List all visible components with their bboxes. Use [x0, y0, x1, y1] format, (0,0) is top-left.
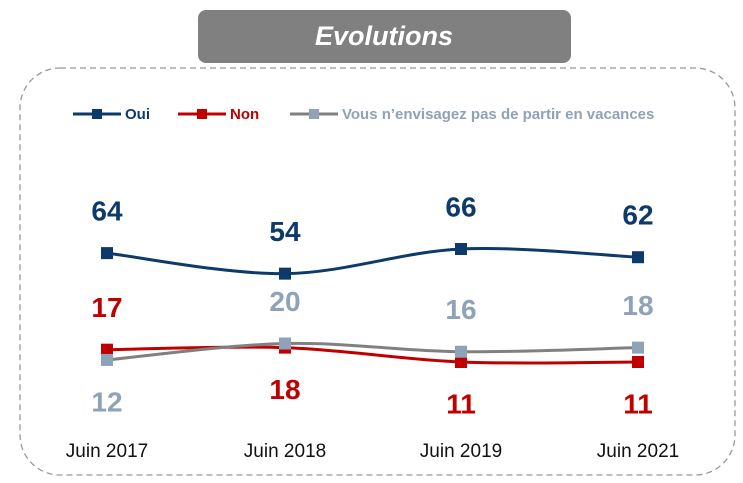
data-label: 12 — [91, 386, 122, 417]
legend-label: Vous n’envisagez pas de partir en vacanc… — [342, 106, 654, 123]
series-line — [106, 341, 639, 362]
point — [101, 343, 113, 356]
data-label: 18 — [622, 290, 653, 321]
data-label: 20 — [269, 286, 300, 317]
point — [632, 356, 644, 368]
point — [279, 267, 291, 280]
point — [455, 356, 467, 368]
point — [101, 247, 113, 260]
legend-label: Non — [230, 106, 259, 123]
data-label: 16 — [445, 294, 476, 325]
data-label: 54 — [269, 216, 301, 247]
chart-title: Evolutions — [315, 21, 453, 51]
series-line — [106, 345, 639, 365]
legend-label: Oui — [125, 106, 150, 123]
point — [279, 337, 291, 350]
data-label: 11 — [446, 388, 476, 419]
data-label: 66 — [445, 191, 476, 222]
point — [632, 251, 644, 264]
data-label: 17 — [91, 292, 122, 323]
x-tick-label: Juin 2018 — [244, 441, 326, 462]
series-line — [106, 247, 639, 276]
frame — [19, 67, 736, 476]
data-label: 11 — [623, 388, 653, 419]
x-tick-label: Juin 2017 — [66, 441, 148, 462]
x-tick-label: Juin 2019 — [420, 441, 502, 462]
point — [101, 353, 113, 366]
x-tick-label: Juin 2021 — [597, 441, 679, 462]
title-box — [198, 10, 571, 63]
legend-marker — [309, 109, 319, 119]
data-label: 18 — [269, 374, 300, 405]
data-label: 64 — [91, 195, 123, 226]
data-label: 62 — [622, 200, 653, 231]
point — [455, 243, 467, 255]
legend-marker — [197, 109, 207, 119]
point — [455, 345, 467, 358]
point — [632, 341, 644, 354]
legend-marker — [92, 109, 102, 119]
